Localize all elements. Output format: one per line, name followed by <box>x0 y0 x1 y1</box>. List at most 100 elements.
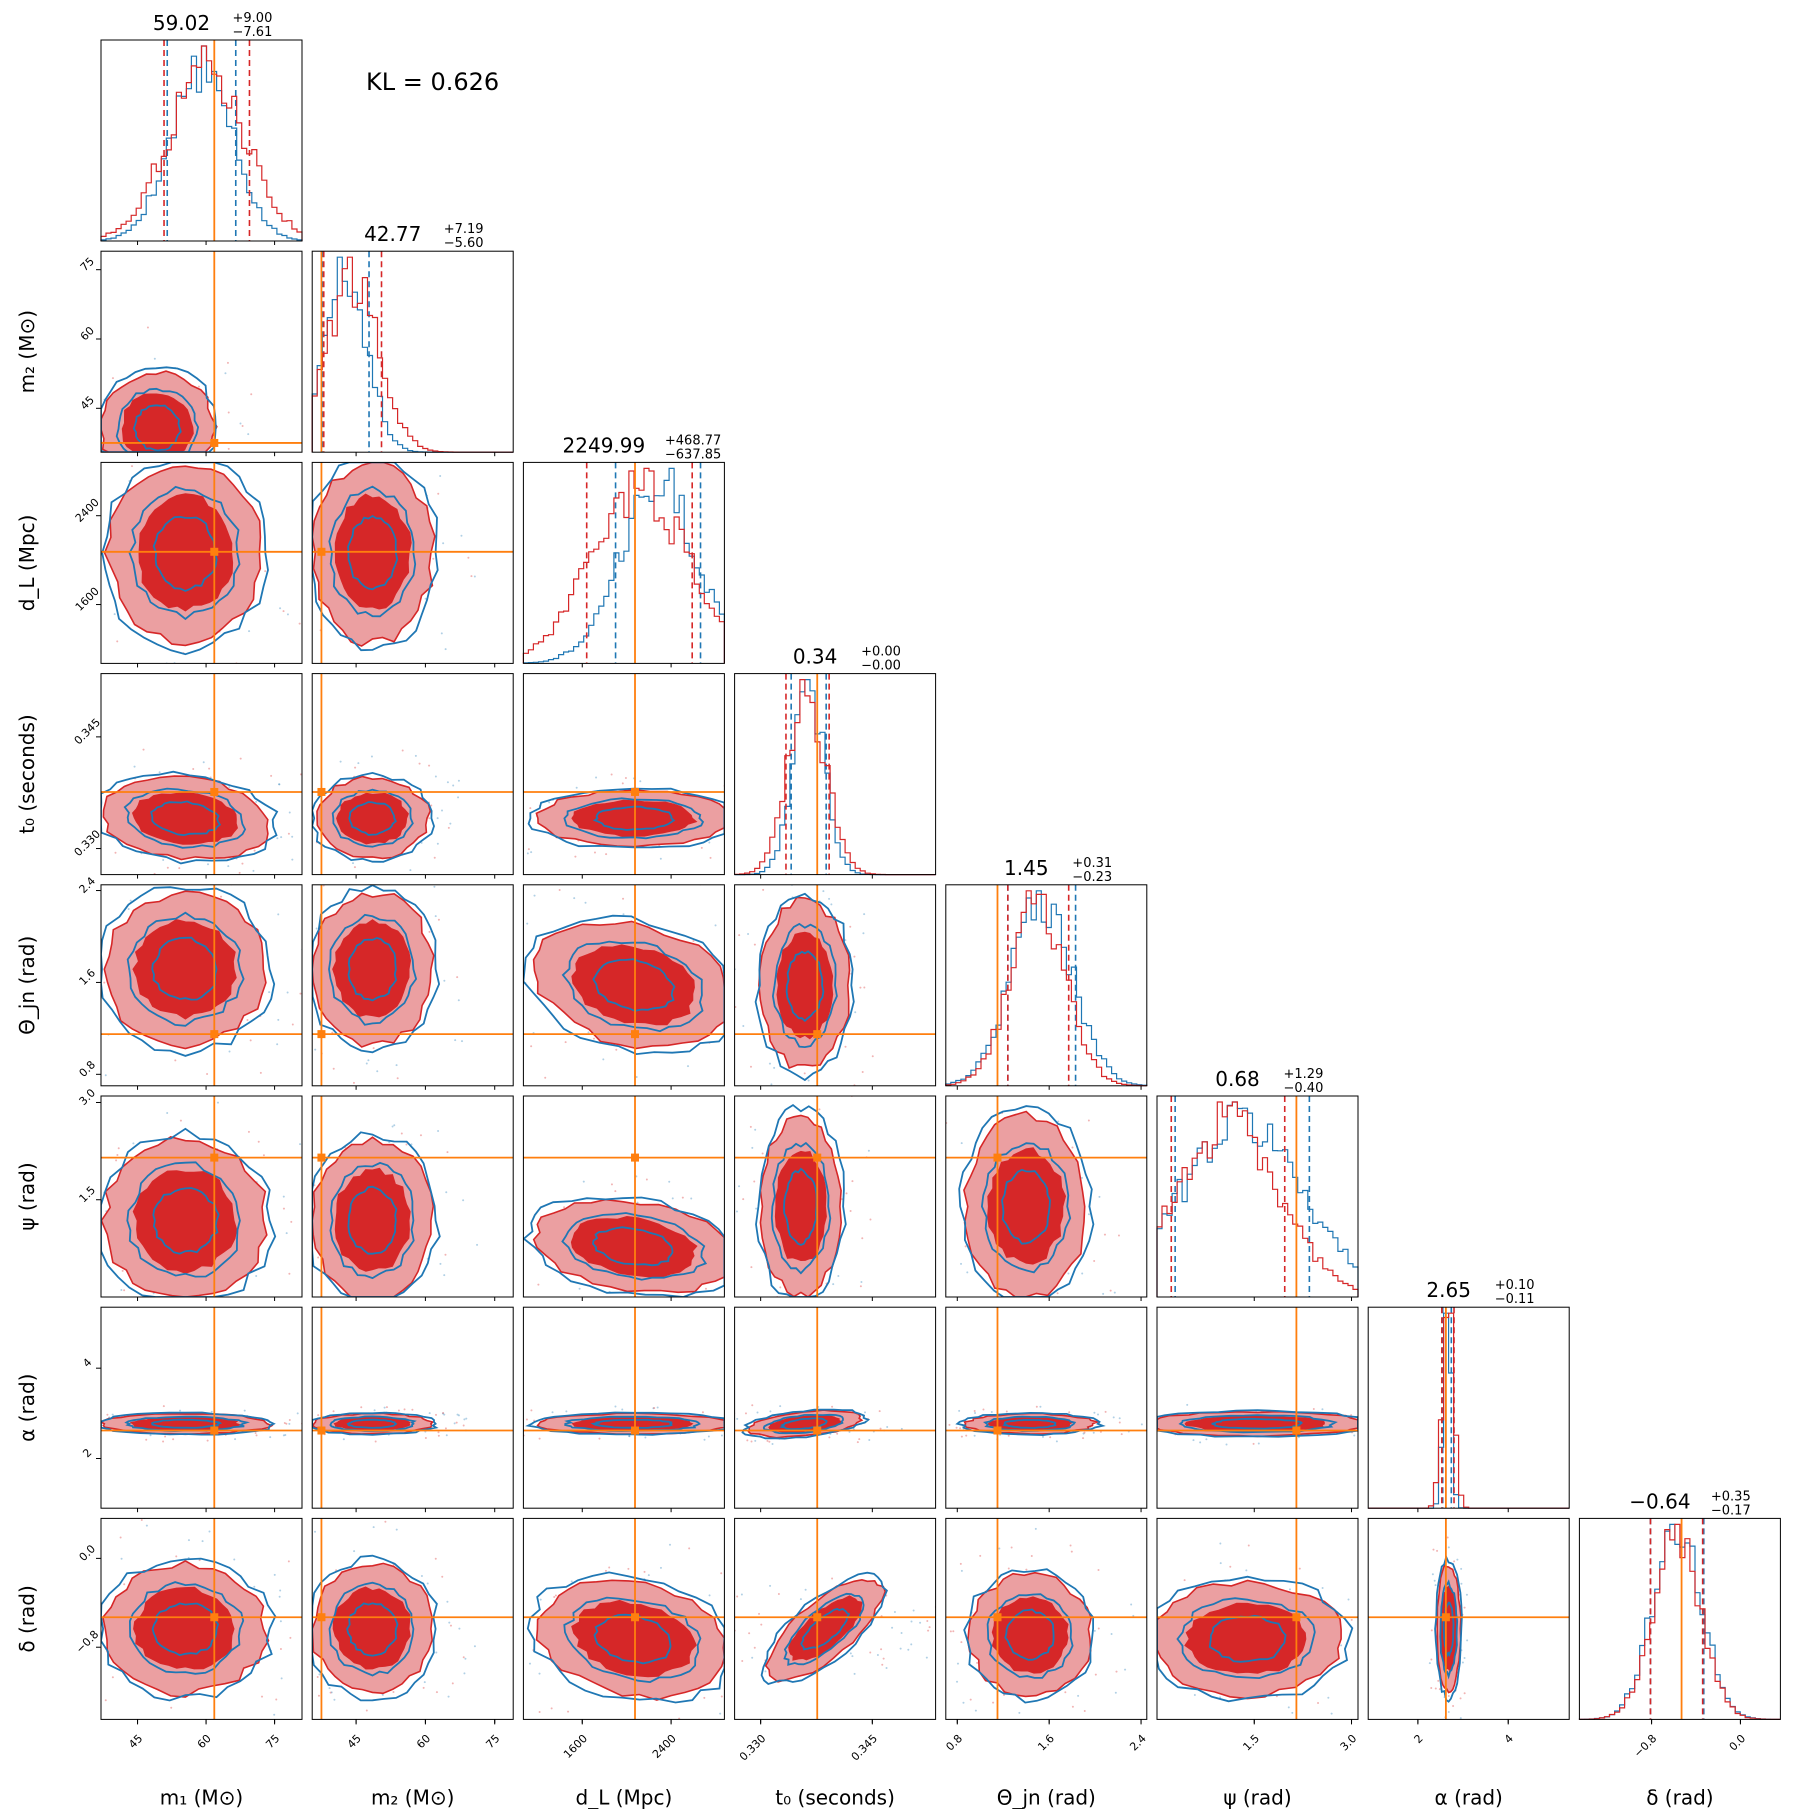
sample-point <box>878 1410 881 1413</box>
sample-point <box>1370 1696 1372 1698</box>
sample-point <box>544 1076 547 1079</box>
sample-point <box>764 1670 767 1673</box>
pair-frame <box>945 1517 1148 1720</box>
truth-marker <box>210 1153 219 1162</box>
sample-point <box>444 648 447 651</box>
sample-point <box>78 397 80 399</box>
pair-panel-2-4 <box>481 884 725 1087</box>
sample-point <box>1353 1434 1356 1437</box>
sample-point <box>206 1073 209 1076</box>
sample-point <box>434 1413 437 1416</box>
sample-point <box>173 1088 175 1090</box>
sample-point <box>276 1425 278 1427</box>
hist-red-5 <box>1156 1101 1359 1297</box>
sample-point <box>352 413 354 415</box>
sample-point <box>270 774 273 777</box>
sample-point <box>314 1530 317 1533</box>
sample-point <box>215 1300 217 1302</box>
sample-point <box>123 1583 126 1586</box>
sample-point <box>668 1180 671 1183</box>
sample-point <box>297 500 299 502</box>
sample-point <box>942 1170 944 1172</box>
sample-point <box>973 1409 976 1412</box>
sample-point <box>876 1653 879 1656</box>
sample-point <box>836 1432 839 1435</box>
sample-point <box>372 1047 375 1050</box>
sample-point <box>169 1318 171 1320</box>
contour-blue-inner <box>347 1185 398 1255</box>
sample-point <box>333 1698 336 1701</box>
contour-blue-outer <box>523 914 725 1056</box>
sample-point <box>1252 1730 1254 1732</box>
sample-point <box>456 976 459 979</box>
sample-point <box>982 1333 984 1335</box>
hist-red-2 <box>522 467 725 664</box>
sample-point <box>382 1328 384 1330</box>
sample-point <box>832 1283 835 1286</box>
sample-point <box>1130 1603 1133 1606</box>
sample-point <box>533 894 536 897</box>
sample-point <box>254 1432 257 1435</box>
sample-point <box>624 776 627 779</box>
sample-point <box>1374 1423 1376 1425</box>
sample-point <box>401 749 404 752</box>
sample-point <box>239 757 242 760</box>
sample-point <box>647 1574 650 1577</box>
pair-frame <box>100 1095 303 1298</box>
sample-point <box>726 1194 728 1196</box>
sample-point <box>1082 1437 1085 1440</box>
contour-red-inner <box>334 1167 411 1272</box>
sample-point <box>457 796 460 799</box>
sample-point <box>574 855 577 858</box>
sample-point <box>1399 1624 1401 1626</box>
sample-point <box>283 1422 286 1425</box>
sample-point <box>332 1410 335 1413</box>
sample-point <box>393 1124 396 1127</box>
sample-point <box>725 1423 727 1425</box>
sample-point <box>768 1440 771 1443</box>
sample-point <box>1432 1548 1435 1551</box>
sample-point <box>742 1198 745 1201</box>
sample-point <box>766 1439 769 1442</box>
sample-point <box>268 991 271 994</box>
sample-point <box>1347 1598 1350 1601</box>
sample-point <box>318 1673 321 1676</box>
sample-point <box>1466 1639 1469 1642</box>
contour-blue-outer <box>101 462 269 656</box>
sample-point <box>1110 1435 1112 1437</box>
sample-point <box>518 944 520 946</box>
sample-point <box>861 1071 864 1074</box>
contour-blue-inner <box>593 1613 672 1665</box>
sample-point <box>1010 1546 1013 1549</box>
sample-point <box>449 822 452 825</box>
sample-point <box>99 958 101 960</box>
sample-point <box>187 1082 189 1084</box>
sample-point <box>671 1197 674 1200</box>
sample-point <box>481 949 483 951</box>
sample-point <box>200 1331 202 1333</box>
pair-panel-1-6 <box>276 1306 514 1509</box>
sample-point <box>491 975 493 977</box>
truth-marker <box>210 1030 219 1039</box>
sample-point <box>327 668 329 670</box>
sample-point <box>99 1272 101 1274</box>
contour-blue-mid <box>115 387 200 453</box>
sample-point <box>1102 1292 1105 1295</box>
sample-point <box>1359 1440 1361 1442</box>
sample-point <box>111 1676 114 1679</box>
sample-point <box>454 1039 457 1042</box>
sample-point <box>255 1275 258 1278</box>
sample-point <box>748 1632 751 1635</box>
sample-point <box>757 793 759 795</box>
contour-blue-outer <box>101 1411 276 1436</box>
sample-point <box>951 1310 953 1312</box>
sample-point <box>395 1090 397 1092</box>
contour-blue-outer <box>955 1411 1106 1437</box>
sample-point <box>1463 1692 1466 1695</box>
sample-point <box>376 1070 379 1073</box>
truth-marker <box>210 438 219 447</box>
contour-red-inner <box>132 919 237 1020</box>
hist-red-0 <box>100 45 303 241</box>
pair-panel-5-6 <box>1110 1306 1376 1509</box>
pair-frame <box>1156 1517 1359 1720</box>
